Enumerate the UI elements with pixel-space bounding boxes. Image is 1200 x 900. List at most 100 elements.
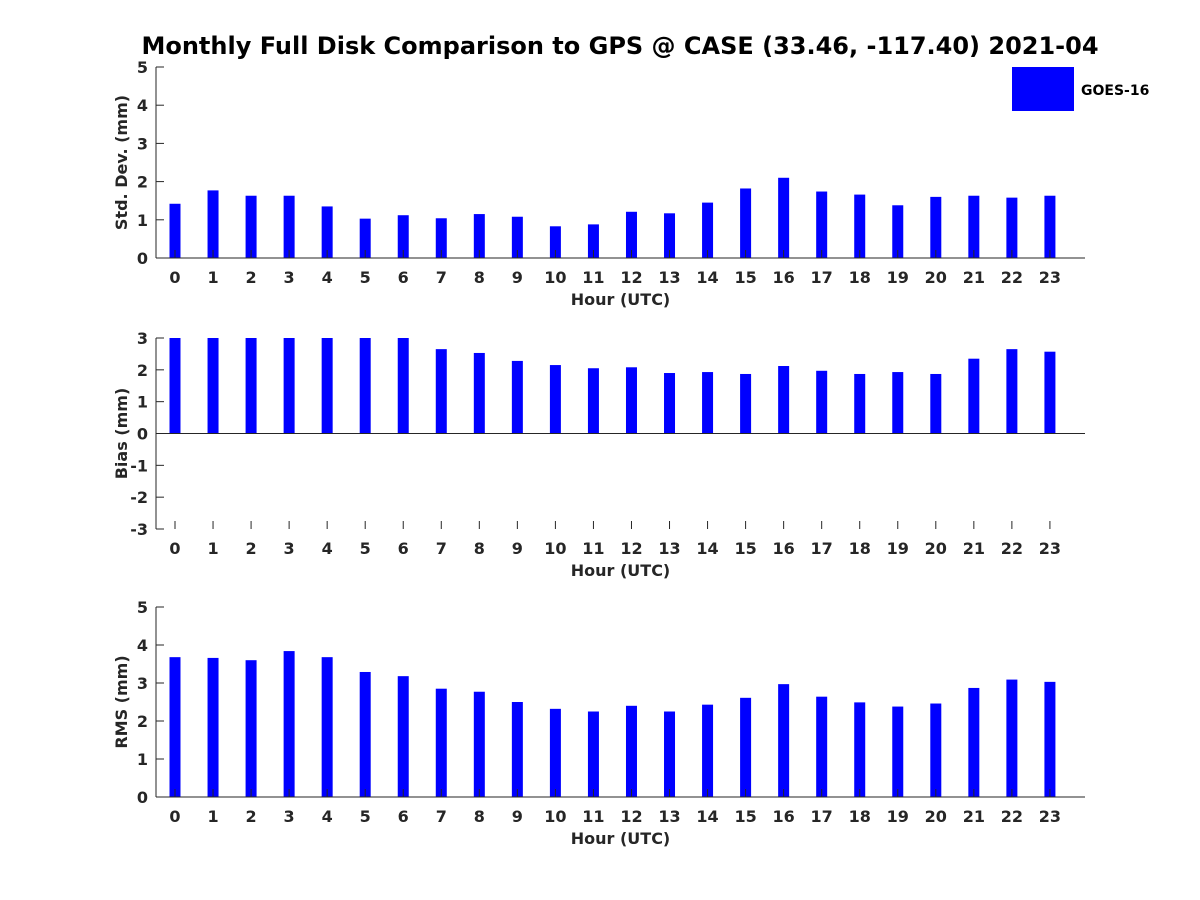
bar-rms-7 [435,688,447,797]
x-tick-label-rms-8: 8 [474,807,485,826]
y-axis-label-rms: RMS (mm) [112,655,131,748]
y-tick-label-rms-5: 5 [137,598,148,617]
y-tick-label-std-dev-3: 3 [137,134,148,153]
y-tick-label-bias-3: 3 [137,329,148,348]
y-tick-label-rms-1: 1 [137,750,148,769]
bar-rms-2 [245,660,257,797]
x-tick-label-bias-11: 11 [582,539,604,558]
x-tick-label-std-dev-16: 16 [773,268,795,287]
x-tick-label-bias-15: 15 [734,539,756,558]
x-tick-label-std-dev-21: 21 [963,268,985,287]
x-tick-label-std-dev-18: 18 [849,268,871,287]
y-axis-label-bias: Bias (mm) [112,388,131,480]
x-tick-label-bias-19: 19 [887,539,909,558]
x-tick-label-rms-11: 11 [582,807,604,826]
x-tick-label-rms-23: 23 [1039,807,1061,826]
x-tick-label-std-dev-22: 22 [1001,268,1023,287]
bar-std-dev-23 [1044,195,1056,258]
bar-rms-19 [892,706,904,797]
bar-bias-23 [1044,351,1056,434]
bar-bias-9 [511,360,523,434]
x-tick-label-rms-20: 20 [925,807,947,826]
x-tick-label-std-dev-15: 15 [734,268,756,287]
bar-bias-14 [702,372,714,434]
x-tick-label-rms-9: 9 [512,807,523,826]
x-axis-label-rms: Hour (UTC) [571,829,671,848]
x-axis-label-bias: Hour (UTC) [571,561,671,580]
x-tick-label-bias-2: 2 [246,539,257,558]
bar-std-dev-8 [473,214,485,258]
y-tick-label-bias--1: -1 [130,456,148,475]
x-tick-label-rms-10: 10 [544,807,566,826]
x-tick-label-bias-3: 3 [284,539,295,558]
x-tick-label-std-dev-8: 8 [474,268,485,287]
x-tick-label-bias-0: 0 [169,539,180,558]
bar-std-dev-3 [283,195,295,258]
bar-rms-1 [207,657,219,797]
bar-bias-20 [930,373,942,434]
bar-rms-18 [854,702,866,797]
y-tick-label-rms-4: 4 [137,636,148,655]
bar-std-dev-14 [702,202,714,258]
chart-legend: GOES-16 [1012,67,1149,111]
x-tick-label-std-dev-13: 13 [658,268,680,287]
bar-rms-17 [816,696,828,797]
x-tick-label-rms-21: 21 [963,807,985,826]
bar-std-dev-17 [816,191,828,258]
bar-rms-21 [968,687,980,797]
bar-bias-4 [321,338,333,434]
bar-std-dev-15 [740,188,752,258]
x-tick-label-bias-17: 17 [811,539,833,558]
bar-std-dev-6 [397,215,409,258]
y-tick-label-bias--2: -2 [130,488,148,507]
bar-bias-21 [968,358,980,434]
bar-std-dev-10 [549,226,561,258]
y-tick-label-std-dev-1: 1 [137,211,148,230]
bar-bias-8 [473,352,485,434]
x-tick-label-std-dev-14: 14 [696,268,718,287]
y-tick-label-std-dev-0: 0 [137,249,148,268]
x-tick-label-std-dev-11: 11 [582,268,604,287]
x-tick-label-std-dev-10: 10 [544,268,566,287]
bar-rms-14 [702,704,714,797]
legend-swatch [1012,67,1074,111]
x-tick-label-bias-7: 7 [436,539,447,558]
x-tick-label-rms-12: 12 [620,807,642,826]
x-tick-label-std-dev-9: 9 [512,268,523,287]
legend-label: GOES-16 [1081,83,1149,99]
y-axis-label-std-dev: Std. Dev. (mm) [112,95,131,230]
bar-rms-15 [740,697,752,797]
x-tick-label-bias-22: 22 [1001,539,1023,558]
bar-rms-3 [283,651,295,797]
bar-bias-13 [664,373,676,434]
x-tick-label-bias-9: 9 [512,539,523,558]
x-tick-label-std-dev-17: 17 [811,268,833,287]
x-tick-label-rms-2: 2 [246,807,257,826]
x-tick-label-std-dev-4: 4 [322,268,333,287]
bar-rms-20 [930,703,942,797]
x-axis-label-std-dev: Hour (UTC) [571,290,671,309]
x-tick-label-rms-19: 19 [887,807,909,826]
x-tick-label-std-dev-0: 0 [169,268,180,287]
bar-rms-10 [549,708,561,797]
bar-rms-8 [473,691,485,797]
x-tick-label-bias-4: 4 [322,539,333,558]
bar-bias-5 [359,338,371,434]
x-tick-label-rms-16: 16 [773,807,795,826]
bar-bias-15 [740,373,752,434]
bar-bias-16 [778,366,790,434]
x-tick-label-bias-13: 13 [658,539,680,558]
x-tick-label-bias-14: 14 [696,539,718,558]
x-tick-label-rms-4: 4 [322,807,333,826]
bar-bias-7 [435,349,447,434]
x-tick-label-rms-1: 1 [207,807,218,826]
bar-std-dev-16 [778,177,790,258]
y-tick-label-rms-0: 0 [137,788,148,807]
x-tick-label-rms-22: 22 [1001,807,1023,826]
bar-std-dev-18 [854,194,866,258]
bar-bias-17 [816,370,828,434]
y-tick-label-rms-3: 3 [137,674,148,693]
x-tick-label-rms-14: 14 [696,807,718,826]
